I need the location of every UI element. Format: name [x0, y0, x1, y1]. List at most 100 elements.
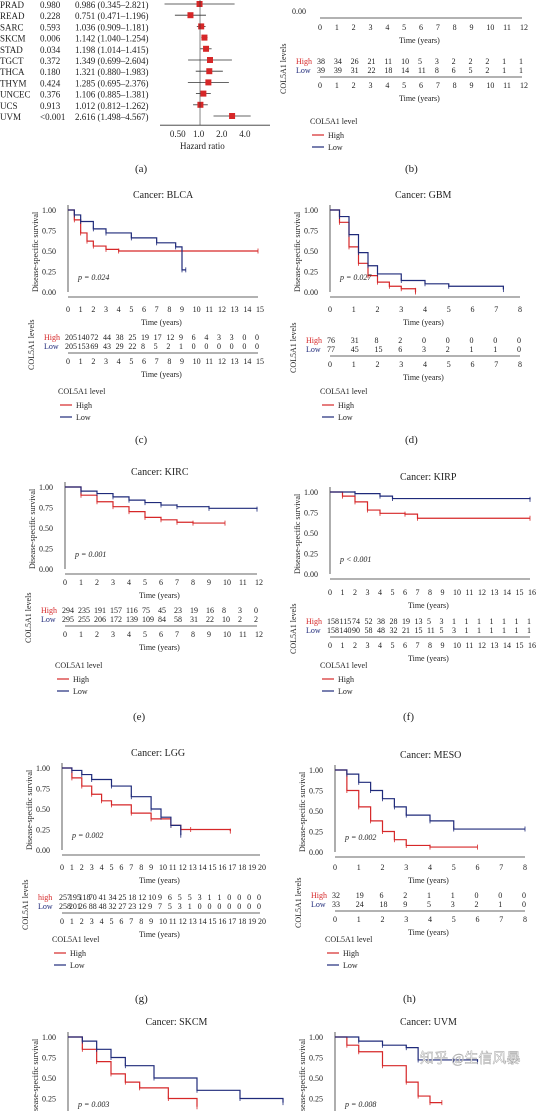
- forest-row-p: 0.228: [40, 11, 61, 21]
- risk-high-count: 1: [452, 617, 456, 626]
- km-curve-low: [68, 1036, 284, 1103]
- risk-low-count: 158: [327, 626, 339, 635]
- x-tick: 15: [516, 588, 524, 597]
- forest-point: [196, 1, 203, 7]
- risk-x-tick: 4: [127, 630, 131, 639]
- risk-high-count: 6: [192, 333, 196, 342]
- risk-x-tick: 8: [167, 357, 171, 366]
- forest-row-hr: 1.142 (1.040–1.254): [75, 34, 149, 44]
- risk-high-count: 76: [327, 336, 335, 345]
- risk-low-count: 9: [148, 902, 152, 911]
- risk-low-count: 8: [435, 66, 439, 75]
- risk-x-label: Time (years): [141, 370, 182, 379]
- x-tick: 2: [381, 863, 385, 872]
- risk-low-count: 1: [179, 342, 183, 351]
- y-tick: 0.50: [42, 247, 56, 256]
- x-tick: 5: [447, 305, 451, 314]
- risk-x-tick: 5: [402, 81, 406, 90]
- forest-row-name: UCS: [0, 101, 18, 111]
- x-tick: 6: [471, 305, 475, 314]
- x-tick: 7: [155, 305, 159, 314]
- caption-e: (e): [133, 711, 146, 723]
- risk-x-tick: 3: [366, 641, 370, 650]
- forest-row-hr: 1.285 (0.695–2.376): [75, 78, 149, 88]
- risk-x-tick: 3: [399, 360, 403, 369]
- x-tick: 0: [328, 588, 332, 597]
- risk-low-label: Low: [306, 345, 321, 354]
- risk-low-count: 24: [356, 900, 364, 909]
- y-tick: 0.75: [304, 227, 318, 236]
- risk-x-label: Time (years): [139, 643, 180, 652]
- risk-low-count: 48: [377, 626, 385, 635]
- risk-x-tick: 8: [453, 81, 457, 90]
- risk-low-count: 11: [418, 66, 426, 75]
- risk-low-count: 0: [198, 902, 202, 911]
- risk-x-tick: 9: [207, 630, 211, 639]
- risk-low-count: 22: [368, 66, 376, 75]
- x-tick: 5: [402, 23, 406, 32]
- risk-y-label: COL5A1 levels: [27, 320, 36, 370]
- risk-x-tick: 12: [478, 641, 486, 650]
- risk-low-label: Low: [311, 900, 326, 909]
- risk-high-count: 2: [469, 57, 473, 66]
- km-curve-high: [335, 1036, 442, 1104]
- p-value: p = 0.008: [344, 1100, 376, 1109]
- forest-point: [200, 90, 207, 97]
- risk-x-tick: 6: [419, 81, 423, 90]
- risk-x-tick: 6: [119, 917, 123, 926]
- risk-low-count: 43: [103, 342, 111, 351]
- risk-high-count: 1: [502, 57, 506, 66]
- x-tick: 4: [117, 305, 121, 314]
- risk-low-count: 0: [217, 902, 221, 911]
- x-tick: 7: [129, 863, 133, 872]
- risk-x-tick: 2: [352, 81, 356, 90]
- risk-low-count: 0: [247, 902, 251, 911]
- x-label: Time (years): [141, 318, 182, 327]
- risk-low-count: 58: [365, 626, 373, 635]
- risk-x-tick: 1: [335, 81, 339, 90]
- risk-high-label: High: [296, 57, 312, 66]
- y-tick: 0.50: [304, 247, 318, 256]
- panel-title: Cancer: LGG: [131, 748, 185, 759]
- risk-high-count: 5: [427, 617, 431, 626]
- x-tick: 15: [209, 863, 217, 872]
- risk-low-count: 21: [402, 626, 410, 635]
- risk-x-tick: 4: [428, 915, 432, 924]
- risk-low-count: 255: [78, 615, 90, 624]
- p-value: p = 0.027: [339, 273, 372, 282]
- x-tick: 9: [470, 23, 474, 32]
- x-tick: 19: [248, 863, 256, 872]
- risk-high-count: 1: [217, 893, 221, 902]
- risk-high-label: High: [41, 606, 57, 615]
- risk-high-count: 1: [527, 617, 531, 626]
- risk-high-count: 18: [128, 893, 136, 902]
- risk-x-tick: 7: [416, 641, 420, 650]
- forest-row-p: <0.001: [40, 112, 65, 122]
- x-tick: 2: [95, 578, 99, 587]
- forest-row-hr: 1.349 (0.699–2.604): [75, 56, 149, 66]
- risk-low-count: 5: [154, 342, 158, 351]
- y-label: Disease-specific survival: [31, 1038, 40, 1111]
- x-tick: 10: [453, 588, 461, 597]
- caption-a: (a): [135, 163, 148, 175]
- risk-low-label: Low: [306, 626, 321, 635]
- y-tick: 0.25: [309, 1095, 323, 1104]
- risk-low-count: 84: [158, 615, 166, 624]
- x-tick: 1: [79, 578, 83, 587]
- risk-x-tick: 6: [476, 915, 480, 924]
- y-tick: 0.00: [42, 288, 56, 297]
- x-tick: 8: [523, 863, 527, 872]
- x-tick: 9: [207, 578, 211, 587]
- risk-x-tick: 3: [111, 630, 115, 639]
- risk-x-tick: 2: [353, 641, 357, 650]
- risk-low-count: 201: [69, 902, 81, 911]
- legend-high: High: [338, 675, 354, 684]
- forest-point: [198, 23, 205, 30]
- y-label: Disease-specific survival: [298, 771, 307, 852]
- x-tick: 2: [91, 305, 95, 314]
- forest-row-hr: 1.036 (0.909–1.181): [75, 22, 149, 32]
- x-tick: 15: [256, 305, 264, 314]
- x-tick: 6: [159, 578, 163, 587]
- risk-low-count: 1: [477, 626, 481, 635]
- risk-high-count: 235: [78, 606, 90, 615]
